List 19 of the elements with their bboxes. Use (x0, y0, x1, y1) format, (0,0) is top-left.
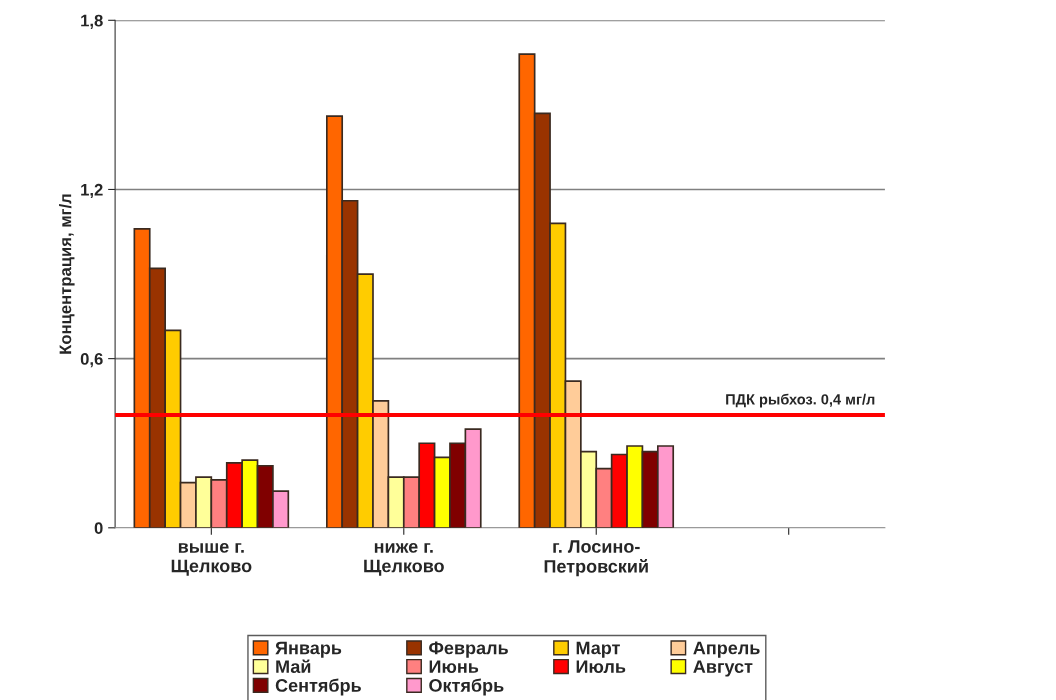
y-tick-label: 1,8 (81, 14, 103, 29)
legend-label: Июнь (429, 660, 479, 674)
x-tick-label: г. Лосино- Петровский (544, 540, 648, 577)
legend-label: Май (276, 659, 311, 674)
legend-label: Январь (275, 641, 342, 658)
legend-label: Октябрь (429, 678, 504, 696)
ref-line-label: ПДК рыбхоз. 0,4 мг/л (726, 393, 875, 408)
x-tick-label: выше г. Щелково (171, 542, 252, 576)
legend-label: Август (693, 660, 753, 677)
legend-label: Сентябрь (275, 678, 361, 696)
legend-label: Апрель (693, 641, 760, 658)
legend-label: Март (576, 641, 620, 658)
x-tick-label: ниже г. Щелково (364, 542, 444, 576)
y-tick-label: 1,2 (81, 183, 103, 199)
y-axis-title: Концентрация, мг/л (59, 194, 75, 354)
y-tick-label: 0,6 (80, 353, 103, 368)
legend-label: Февраль (429, 641, 508, 658)
y-tick-label: 0 (94, 522, 103, 534)
legend-label: Июль (576, 660, 626, 674)
